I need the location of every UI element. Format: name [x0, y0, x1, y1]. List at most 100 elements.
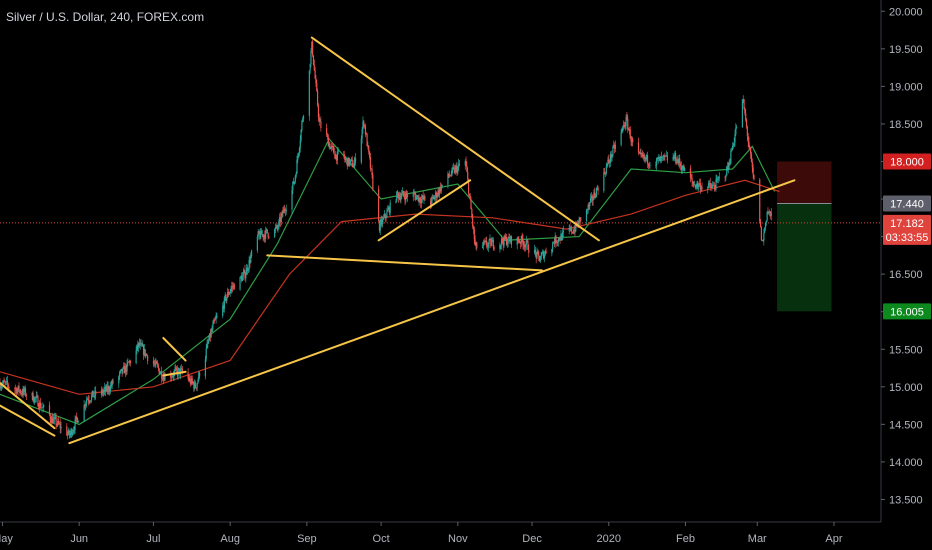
- candle-body-33: [36, 395, 38, 397]
- candle-body-207: [239, 277, 241, 290]
- candle-body-523: [604, 172, 606, 174]
- candle-body-409: [470, 199, 472, 210]
- x-tick-label-4: Sep: [297, 533, 317, 545]
- trendline-3[interactable]: [162, 336, 187, 362]
- candle-body-554: [639, 152, 641, 154]
- candle-body-299: [345, 159, 347, 161]
- candle-body-195: [224, 295, 226, 298]
- candle-body-454: [522, 239, 524, 246]
- candle-body-366: [420, 201, 422, 204]
- candle-body-517: [594, 192, 596, 197]
- candle-body-224: [258, 231, 260, 234]
- candle-body-278: [317, 105, 320, 118]
- candle-body-271: [312, 41, 314, 56]
- candle-body-627: [724, 176, 726, 178]
- candle-body-248: [283, 208, 285, 214]
- candle-body-122: [139, 343, 141, 346]
- candle-body-335: [384, 213, 386, 218]
- candle-body-604: [695, 186, 697, 188]
- candle-body-232: [265, 230, 267, 239]
- candle-body-664: [764, 222, 767, 229]
- candle-body-662: [763, 232, 765, 241]
- candle-body-226: [260, 230, 262, 239]
- candle-body-18: [19, 390, 21, 392]
- candle-body-476: [545, 251, 547, 254]
- candle-body-374: [431, 196, 433, 199]
- candle-body-430: [492, 239, 494, 248]
- candle-body-557: [642, 154, 644, 157]
- candle-body-582: [672, 156, 674, 161]
- candle-body-178: [205, 348, 207, 360]
- moving-average-0: [0, 137, 776, 426]
- candle-body-562: [646, 155, 648, 160]
- candle-body-105: [120, 368, 122, 371]
- candle-body-509: [587, 204, 589, 210]
- candle-body-205: [232, 284, 235, 288]
- candle-body-397: [455, 166, 457, 168]
- candle-body-85: [94, 390, 96, 397]
- candle-body-355: [406, 193, 408, 195]
- candle-body-101: [112, 380, 114, 384]
- candle-body-344: [397, 191, 399, 194]
- candle-body-442: [507, 236, 509, 244]
- trendline-4[interactable]: [162, 370, 187, 377]
- candle-body-425: [488, 239, 490, 244]
- candle-body-97: [109, 390, 111, 392]
- candle-body-100: [111, 380, 113, 386]
- trendline-5[interactable]: [266, 254, 543, 272]
- candle-body-82: [91, 390, 93, 396]
- trendline-6[interactable]: [310, 36, 600, 242]
- candle-body-549: [630, 138, 632, 142]
- candle-body-508: [586, 209, 588, 211]
- candle-body-298: [344, 157, 346, 160]
- trendline-0[interactable]: [0, 382, 56, 430]
- candle-body-620: [713, 185, 715, 188]
- candle-body-441: [506, 243, 508, 245]
- candle-body-634: [730, 151, 732, 164]
- candle-body-455: [523, 244, 525, 246]
- candle-body-123: [140, 343, 142, 345]
- candle-body-621: [714, 187, 716, 190]
- candle-body-459: [526, 240, 528, 242]
- candle-body-63: [71, 429, 73, 436]
- candle-body-38: [40, 407, 42, 409]
- candle-body-550: [631, 138, 633, 142]
- candle-body-197: [226, 297, 228, 301]
- candle-body-213: [244, 269, 246, 279]
- profit-target-zone: [777, 203, 832, 312]
- candle-body-410: [471, 209, 473, 217]
- candle-body-219: [249, 260, 251, 263]
- candle-body-586: [675, 161, 678, 164]
- candle-body-257: [295, 173, 297, 177]
- candle-body-513: [590, 195, 593, 198]
- candle-body-377: [434, 196, 436, 200]
- candle-body-128: [144, 349, 146, 356]
- candle-body-35: [38, 406, 40, 409]
- candle-body-210: [241, 276, 244, 281]
- candle-body-28: [32, 392, 34, 401]
- trendline-1[interactable]: [0, 404, 56, 437]
- candle-body-389: [448, 175, 451, 177]
- candle-body-615: [709, 183, 711, 187]
- candle-body-333: [382, 217, 385, 220]
- candle-body-320: [367, 145, 369, 147]
- y-tick-label-2: 14.500: [889, 419, 923, 431]
- candle-body-171: [194, 382, 197, 388]
- candle-body-327: [378, 188, 380, 221]
- trendlines[interactable]: [0, 36, 796, 445]
- candle-body-427: [490, 238, 492, 246]
- time-axis[interactable]: May Jun Jul Aug Sep Oct Nov Dec 2020 Feb Mar Apr: [0, 522, 843, 545]
- candle-body-266: [302, 115, 305, 119]
- candle-body-571: [658, 156, 660, 159]
- candle-body-360: [415, 195, 417, 200]
- candle-body-346: [398, 196, 400, 199]
- candle-body-581: [666, 155, 668, 161]
- candle-body-362: [416, 195, 419, 197]
- trendline-7[interactable]: [377, 179, 472, 242]
- trendline-2[interactable]: [68, 179, 796, 445]
- candle-body-613: [707, 182, 710, 187]
- candle-body-591: [679, 163, 682, 167]
- candle-body-39: [41, 407, 43, 409]
- candle-body-671: [770, 212, 772, 217]
